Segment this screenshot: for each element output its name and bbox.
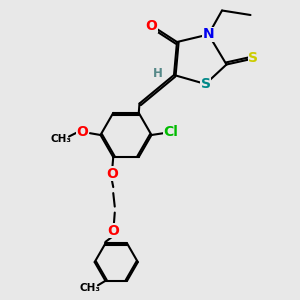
Text: O: O <box>76 125 88 139</box>
Text: O: O <box>146 19 158 32</box>
Text: Cl: Cl <box>164 125 178 139</box>
Text: S: S <box>248 52 259 65</box>
Text: O: O <box>106 167 118 181</box>
Text: CH₃: CH₃ <box>80 283 101 293</box>
Text: S: S <box>200 77 211 91</box>
Text: O: O <box>107 224 119 238</box>
Text: N: N <box>203 28 214 41</box>
Text: H: H <box>153 67 162 80</box>
Text: CH₃: CH₃ <box>51 134 72 145</box>
